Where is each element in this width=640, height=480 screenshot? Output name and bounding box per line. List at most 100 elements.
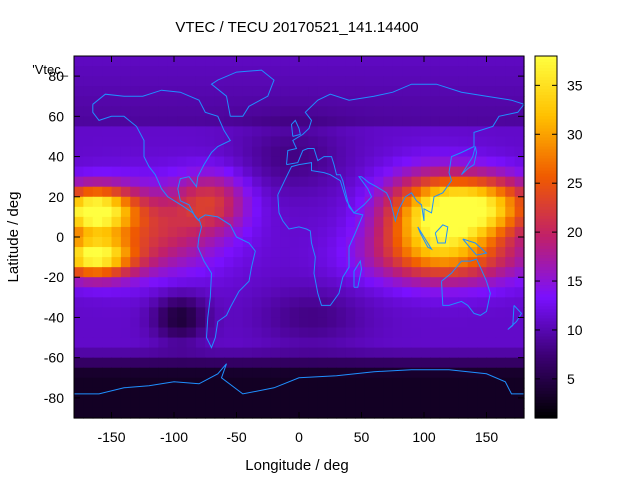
colorbar-step: [535, 411, 557, 416]
coastline-path: [441, 258, 491, 316]
heat-cell: [102, 76, 113, 87]
heat-cell: [177, 146, 188, 158]
heat-cell: [74, 56, 84, 67]
colorbar-step: [535, 336, 557, 341]
heat-cell: [280, 166, 291, 178]
heat-cell: [495, 136, 506, 148]
heat-cell: [74, 237, 84, 248]
heat-cell: [495, 66, 506, 77]
heat-cell: [205, 206, 216, 218]
heat-cell: [252, 377, 263, 389]
heat-cell: [383, 106, 394, 117]
heat-cell: [505, 106, 516, 117]
heat-cell: [411, 337, 422, 349]
heat-cell: [392, 186, 403, 198]
colorbar-tick-label: 25: [567, 175, 583, 191]
heat-cell: [242, 226, 253, 238]
heat-cell: [430, 116, 441, 127]
heat-cell: [83, 327, 94, 339]
heat-cell: [102, 367, 113, 379]
heat-cell: [233, 387, 244, 399]
heat-cell: [327, 166, 338, 178]
heat-cell: [74, 76, 84, 87]
heat-cell: [130, 297, 141, 308]
heat-cell: [177, 116, 188, 127]
heat-cell: [167, 226, 178, 238]
colorbar-step: [535, 107, 557, 111]
heat-cell: [336, 377, 347, 389]
heat-cell: [486, 377, 497, 389]
heat-cell: [167, 146, 178, 158]
heat-cell: [402, 327, 413, 339]
heat-cell: [252, 126, 263, 138]
heat-cell: [177, 216, 188, 228]
heat-cell: [233, 86, 244, 97]
heat-cell: [411, 267, 422, 278]
y-tick-label: 0: [56, 229, 64, 245]
heat-cell: [449, 377, 459, 389]
heat-cell: [430, 156, 441, 168]
colorbar-step: [535, 351, 557, 356]
heat-cell: [167, 66, 178, 77]
colorbar-step: [535, 155, 557, 160]
heat-cell: [195, 397, 206, 409]
heat-cell: [186, 106, 197, 117]
heat-cell: [177, 317, 188, 329]
heat-cell: [383, 327, 394, 339]
heat-cell: [149, 186, 159, 198]
heat-cell: [252, 287, 263, 298]
heat-cell: [149, 146, 159, 158]
heat-cell: [139, 237, 150, 248]
heat-cell: [233, 76, 244, 87]
heat-cell: [327, 257, 338, 268]
heat-cell: [233, 367, 244, 379]
heat-cell: [111, 237, 122, 248]
heat-cell: [74, 397, 84, 409]
heat-cell: [102, 287, 113, 298]
heat-cell: [92, 226, 103, 238]
heat-cell: [280, 317, 291, 329]
heat-cell: [430, 226, 441, 238]
colorbar-step: [535, 179, 557, 184]
heat-cell: [336, 317, 347, 329]
heat-cell: [83, 297, 94, 308]
heat-cell: [402, 407, 413, 419]
heat-cell: [420, 317, 431, 329]
heat-cell: [205, 407, 216, 419]
heat-cell: [120, 136, 131, 148]
heat-cell: [439, 106, 450, 117]
heat-cell: [383, 407, 394, 419]
heat-cell: [467, 216, 478, 228]
heat-cell: [299, 166, 309, 178]
heat-cell: [411, 297, 422, 308]
heat-cell: [364, 206, 375, 218]
heat-cell: [308, 126, 319, 138]
heat-cell: [467, 196, 478, 208]
plot-area: [73, 55, 525, 419]
heat-cell: [505, 387, 516, 399]
heat-cell: [214, 206, 225, 218]
heat-cell: [242, 377, 253, 389]
heat-cell: [411, 247, 422, 258]
heat-cell: [252, 297, 263, 308]
colorbar-step: [535, 80, 557, 84]
heat-cell: [486, 337, 497, 349]
heat-cell: [261, 247, 272, 258]
heat-cell: [486, 86, 497, 97]
heat-cell: [486, 116, 497, 127]
colorbar-step: [535, 255, 557, 259]
heat-cell: [120, 166, 131, 178]
heat-cell: [177, 377, 188, 389]
heat-cell: [374, 176, 384, 188]
heat-cell: [327, 206, 338, 218]
heat-cell: [486, 146, 497, 158]
heat-cell: [317, 216, 328, 228]
colorbar-step: [535, 303, 557, 307]
heat-cell: [477, 247, 488, 258]
heat-cell: [158, 166, 169, 178]
heat-cell: [336, 287, 347, 298]
heat-cell: [252, 196, 263, 208]
heat-cell: [130, 287, 141, 298]
heat-cell: [177, 106, 188, 117]
heat-cell: [336, 156, 347, 168]
